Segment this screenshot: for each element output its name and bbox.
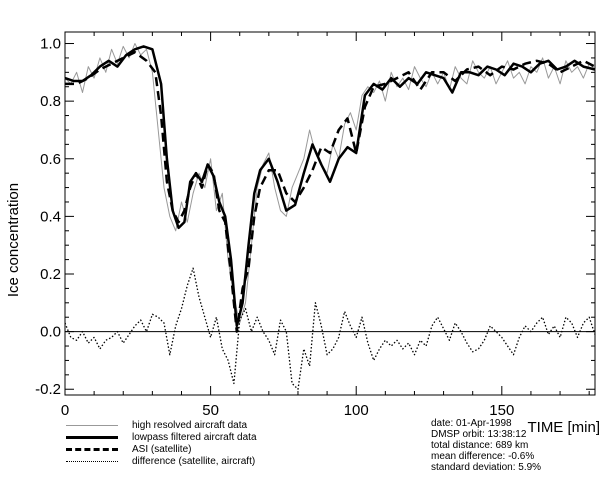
y-tick-label: -0.2 [35, 381, 61, 398]
tick-layer: 0 50 100 150 -0.2 0.0 0.2 0.4 0.6 0.8 1.0 [35, 32, 595, 419]
series-line-4 [64, 267, 596, 390]
legend-swatch-thick-black [66, 436, 118, 439]
y-tick-label: 1.0 [40, 36, 61, 53]
legend-label: high resolved aircraft data [132, 420, 248, 431]
plot-frame [64, 31, 596, 396]
series-line-2 [64, 45, 596, 328]
info-distance: total distance: 689 km [431, 440, 529, 451]
y-axis-label: Ice concentration [5, 183, 22, 297]
legend: high resolved aircraft data lowpass filt… [66, 418, 611, 500]
series-line-1 [64, 43, 596, 324]
legend-swatch-dotted [66, 461, 118, 462]
y-tick-label: 0.2 [40, 266, 61, 283]
legend-swatch-dashed [66, 448, 118, 451]
x-axis-label: TIME [min] [527, 419, 600, 436]
info-date: date: 01-Apr-1998 [431, 418, 512, 429]
legend-label: difference (satellite, aircraft) [132, 456, 256, 467]
legend-item-lowpass: lowpass filtered aircraft data [66, 432, 257, 443]
series-layer [64, 43, 596, 390]
legend-label: ASI (satellite) [132, 444, 192, 455]
legend-item-asi: ASI (satellite) [66, 444, 191, 455]
legend-label: lowpass filtered aircraft data [132, 432, 257, 443]
y-tick-label: 0.4 [40, 208, 61, 225]
legend-item-high-resolved: high resolved aircraft data [66, 420, 247, 431]
y-tick-label: 0.0 [40, 324, 61, 341]
y-tick-label: 0.6 [40, 151, 61, 168]
flight-info: date: 01-Apr-1998 DMSP orbit: 13:38:12 t… [431, 418, 541, 473]
y-tick-label: 0.8 [40, 93, 61, 110]
series-line-3 [65, 50, 596, 333]
x-tick-label: 50 [202, 402, 219, 419]
legend-swatch-thin-gray [66, 425, 118, 426]
x-tick-label: 150 [489, 402, 514, 419]
info-standard-deviation: standard deviation: 5.9% [431, 462, 542, 473]
x-tick-label: 100 [344, 402, 369, 419]
info-orbit: DMSP orbit: 13:38:12 [431, 429, 527, 440]
x-tick-label: 0 [61, 402, 69, 419]
legend-item-difference: difference (satellite, aircraft) [66, 456, 255, 467]
info-mean-difference: mean difference: -0.6% [431, 451, 535, 462]
